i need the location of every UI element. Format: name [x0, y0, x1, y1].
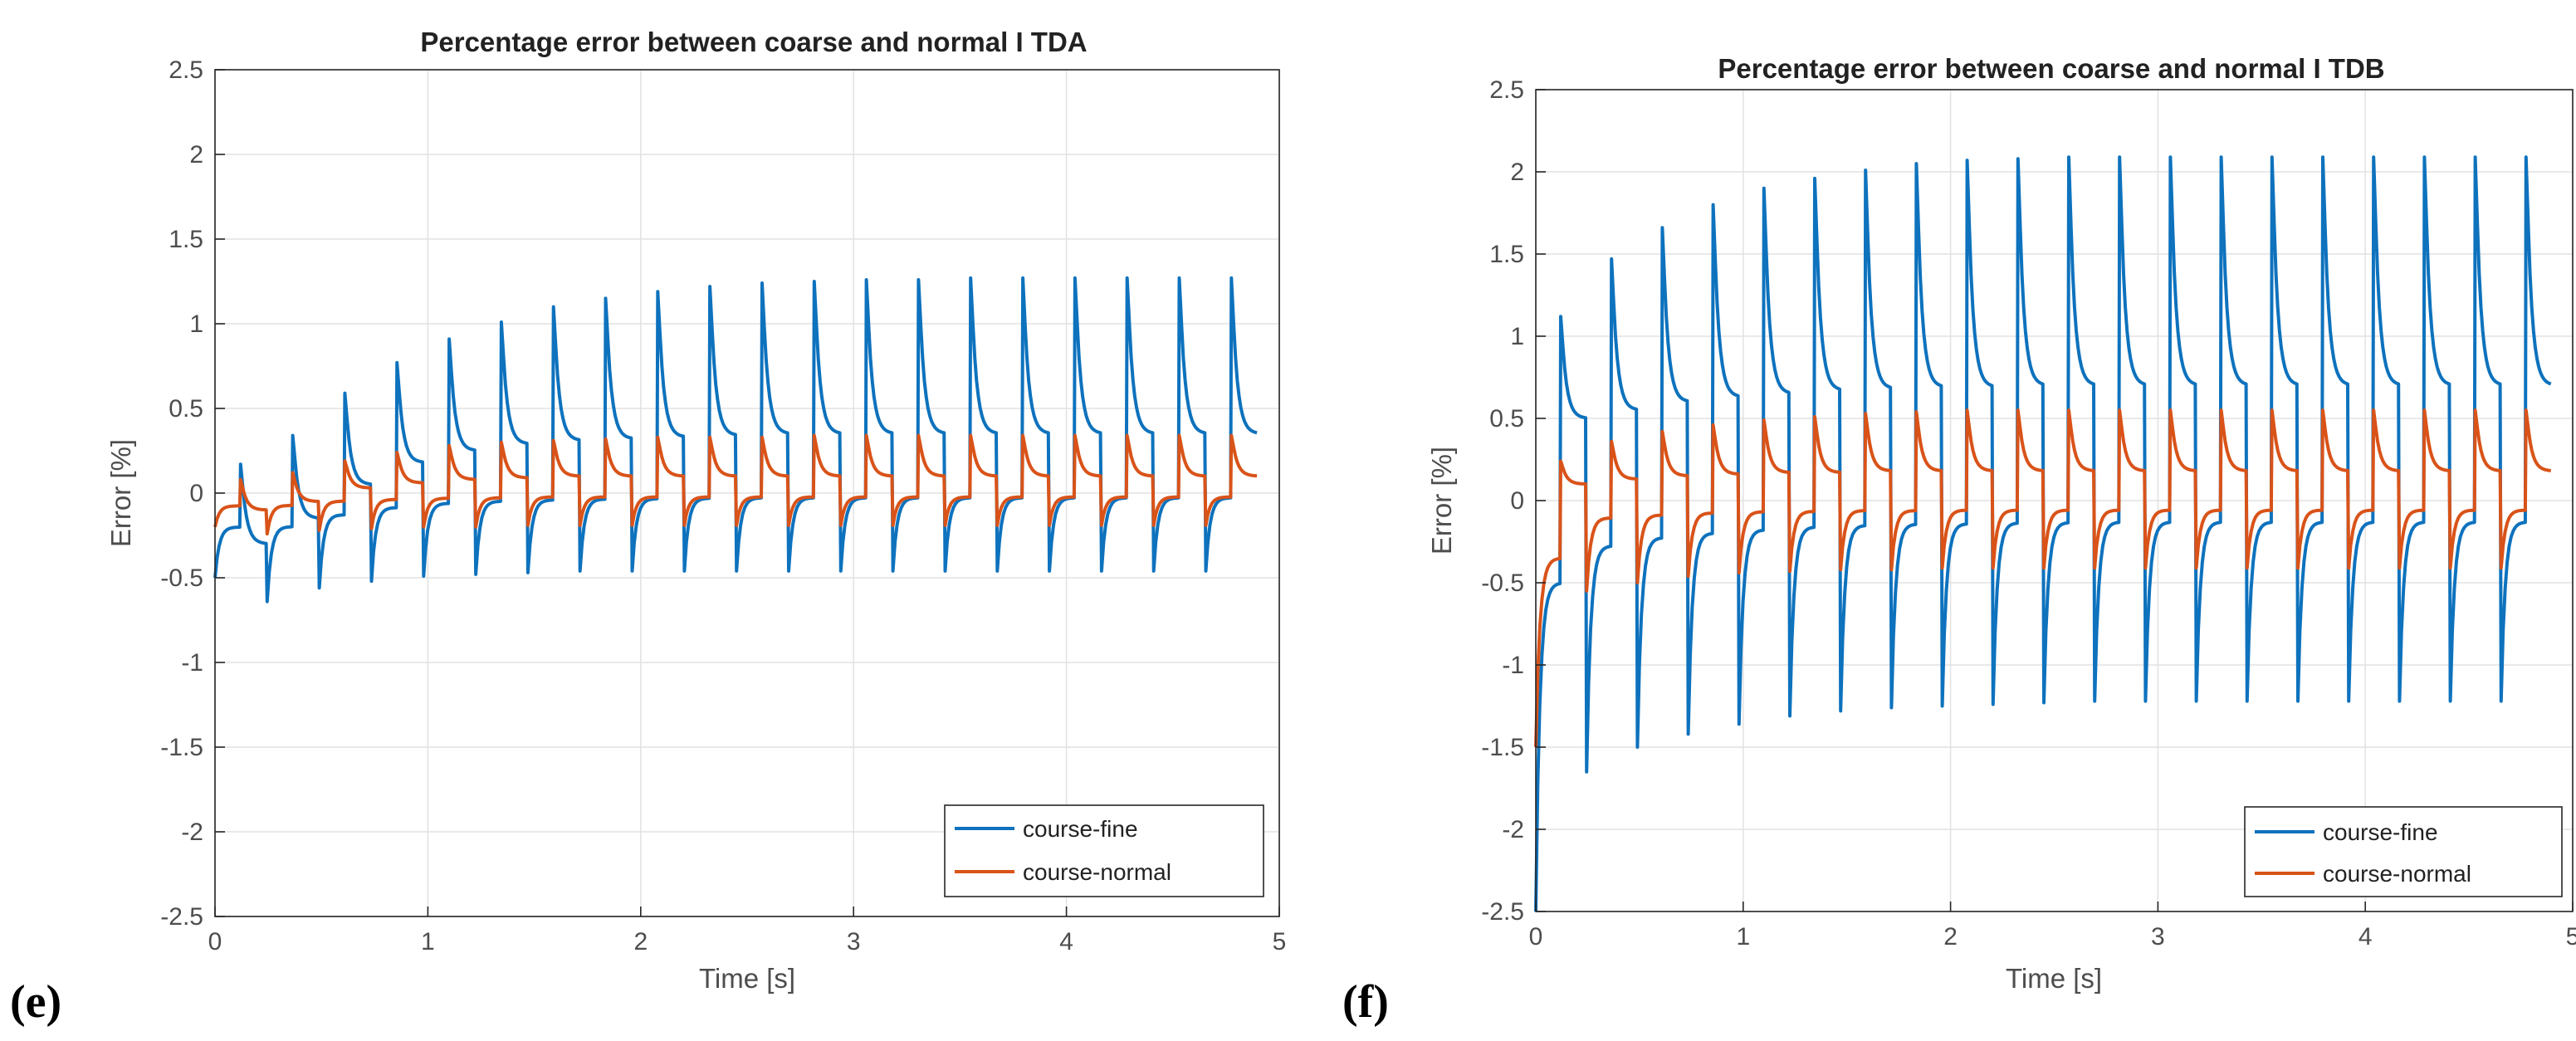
chart-e-y-tick-label: -1 — [181, 649, 203, 677]
chart-f-legend-box — [2244, 806, 2563, 897]
chart-f-ticks: 0 1 2 3 4 5 -2.5 -2 -1.5 -1 -0.5 0 0.5 1 1.5 2 2.5 — [1481, 76, 2576, 951]
chart-e-x-axis-label: Time [s] — [699, 963, 795, 994]
chart-e-y-axis-label: Error [%] — [105, 439, 136, 547]
chart-e-legend: course-fine course-normal — [944, 804, 1264, 897]
chart-e-y-tick-label: 0 — [189, 480, 203, 507]
chart-e-legend-label-course-normal: course-normal — [1023, 859, 1171, 885]
chart-f-x-axis-label: Time [s] — [2006, 963, 2102, 994]
chart-f-x-tick-label: 0 — [1529, 923, 1543, 951]
chart-e-y-tick-label: -1.5 — [160, 734, 203, 761]
chart-f-legend: course-fine course-normal — [2244, 806, 2563, 897]
chart-e-y-tick-label: 2.5 — [169, 56, 203, 84]
chart-e-y-tick-label: 0.5 — [169, 395, 203, 423]
chart-e-x-tick-label: 5 — [1273, 928, 1287, 955]
chart-f-x-tick-label: 3 — [2151, 923, 2165, 951]
chart-e-y-tick-label: 2 — [189, 141, 203, 169]
chart-f-y-tick-label: -0.5 — [1481, 569, 1524, 597]
chart-e-legend-box — [944, 804, 1264, 897]
chart-f-series-course-normal-line — [1534, 408, 2551, 748]
chart-f-panel-label: (f) — [1342, 976, 1389, 1028]
chart-e: Percentage error between coarse and norm… — [10, 27, 1286, 1028]
chart-e-ticks: 0 1 2 3 4 5 -2.5 -2 -1.5 -1 -0.5 0 0.5 1 1.5 2 2.5 — [160, 56, 1286, 955]
chart-f-legend-label-course-normal: course-normal — [2323, 861, 2471, 887]
chart-f-y-tick-label: -1.5 — [1481, 734, 1524, 761]
chart-f-y-tick-label: 2.5 — [1489, 76, 1524, 104]
chart-e-x-tick-label: 0 — [208, 928, 222, 955]
chart-e-y-tick-label: -0.5 — [160, 564, 203, 592]
chart-e-title: Percentage error between coarse and norm… — [420, 27, 1087, 57]
chart-e-y-tick-label: 1 — [189, 310, 203, 338]
chart-e-x-tick-label: 2 — [633, 928, 648, 955]
chart-f-y-tick-label: -1 — [1502, 652, 1524, 679]
chart-f-y-tick-label: 1 — [1510, 323, 1524, 350]
chart-e-x-tick-label: 4 — [1059, 928, 1073, 955]
chart-f-y-tick-label: 0 — [1510, 487, 1524, 515]
chart-f-y-tick-label: 1.5 — [1489, 241, 1524, 268]
chart-f-x-tick-label: 2 — [1943, 923, 1958, 951]
chart-e-y-tick-label: 1.5 — [169, 226, 203, 253]
chart-e-series — [213, 276, 1258, 604]
chart-f-x-tick-label: 4 — [2358, 923, 2373, 951]
chart-f-y-tick-label: -2 — [1502, 816, 1524, 843]
chart-f-series — [1534, 155, 2552, 912]
chart-e-y-tick-label: -2.5 — [160, 903, 203, 931]
chart-e-series-course-normal-line — [213, 433, 1258, 535]
chart-f-grid — [1535, 89, 2574, 912]
chart-f-x-tick-label: 1 — [1736, 923, 1750, 951]
chart-f-y-tick-label: 0.5 — [1489, 405, 1524, 433]
chart-f-y-tick-label: 2 — [1510, 159, 1524, 186]
chart-f-legend-label-course-fine: course-fine — [2323, 819, 2438, 845]
chart-e-y-tick-label: -2 — [181, 819, 203, 846]
chart-f-title: Percentage error between coarse and norm… — [1718, 53, 2384, 84]
chart-e-x-tick-label: 3 — [847, 928, 861, 955]
chart-f-y-tick-label: -2.5 — [1481, 898, 1524, 926]
chart-e-series-course-fine-line — [213, 276, 1258, 604]
chart-e-x-tick-label: 1 — [421, 928, 435, 955]
chart-e-grid — [214, 69, 1280, 917]
chart-f-y-axis-label: Error [%] — [1426, 447, 1457, 555]
chart-f-x-tick-label: 5 — [2566, 923, 2576, 951]
chart-e-legend-label-course-fine: course-fine — [1023, 816, 1138, 842]
chart-e-panel-label: (e) — [10, 976, 61, 1028]
chart-f: Percentage error between coarse and norm… — [1342, 53, 2576, 1028]
